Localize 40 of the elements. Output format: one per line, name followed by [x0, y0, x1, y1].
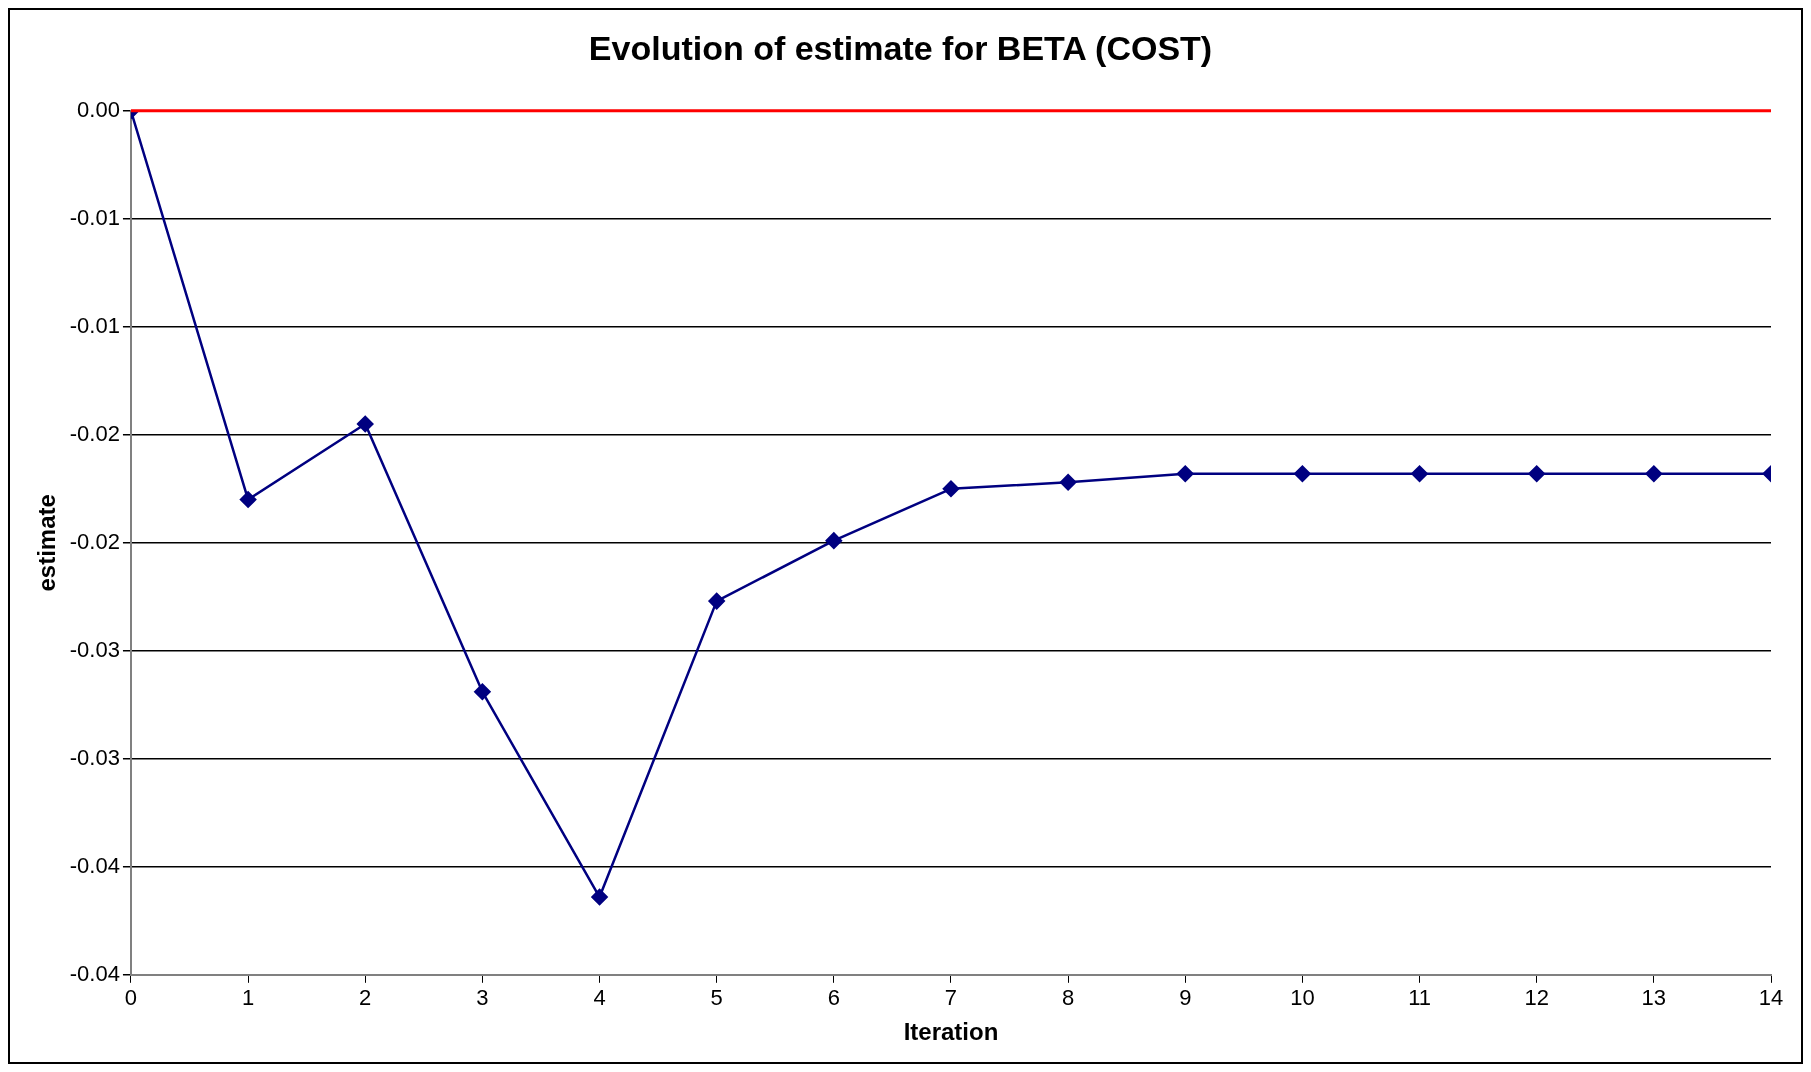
x-tick-label: 14	[1758, 985, 1784, 1011]
y-tick-label: 0.00	[77, 96, 120, 122]
x-tick-label: 1	[241, 985, 255, 1011]
x-tick-label: 7	[944, 985, 958, 1011]
x-tick-label: 4	[593, 985, 606, 1011]
y-tick-label: -0.02	[69, 528, 120, 554]
y-tick-label: -0.01	[69, 312, 120, 338]
y-tick-label: -0.02	[69, 420, 120, 446]
x-tick-label: 6	[827, 985, 840, 1011]
point	[942, 480, 960, 498]
x-tick-label: 3	[476, 985, 489, 1011]
x-tick-label: 10	[1290, 985, 1315, 1011]
point	[591, 888, 608, 906]
point	[1177, 465, 1194, 482]
x-axis-title: Iteration	[903, 1018, 999, 1046]
y-tick-label: -0.04	[69, 852, 120, 878]
point	[1411, 465, 1428, 482]
x-tick-label: 2	[359, 985, 372, 1011]
x-tick-label: 0	[124, 985, 138, 1011]
point	[708, 592, 725, 610]
point	[356, 415, 374, 433]
chart-title: Evolution of estimate for BETA (COST)	[588, 28, 1213, 67]
point	[1528, 465, 1545, 482]
y-tick-label: -0.01	[69, 204, 120, 230]
x-tick-label: 9	[1179, 985, 1192, 1011]
y-tick-label: -0.03	[69, 744, 120, 770]
x-tick-label: 13	[1641, 985, 1667, 1011]
y-axis-title: estimate	[33, 494, 61, 592]
point	[1645, 465, 1663, 482]
x-tick-label: 12	[1524, 985, 1549, 1011]
x-tick-label: 5	[710, 985, 723, 1011]
x-tick-label: 11	[1408, 985, 1431, 1011]
x-tick-label: 8	[1061, 985, 1075, 1011]
point	[1059, 474, 1077, 491]
point	[825, 532, 843, 549]
y-tick-label: -0.04	[69, 960, 120, 986]
point	[1294, 465, 1311, 482]
y-tick-label: -0.03	[69, 636, 120, 662]
point	[239, 491, 257, 508]
point	[474, 683, 491, 701]
